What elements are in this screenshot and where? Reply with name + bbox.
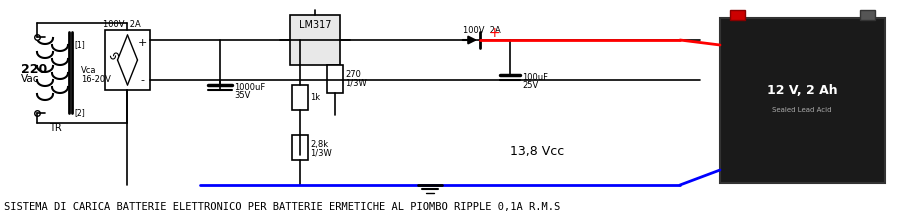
Text: 100V  2A: 100V 2A bbox=[103, 20, 141, 29]
Text: Vac: Vac bbox=[21, 74, 40, 84]
Text: +: + bbox=[137, 38, 146, 48]
Text: 2,8k: 2,8k bbox=[310, 140, 328, 149]
Bar bbox=[292, 85, 308, 110]
Text: Sealed Lead Acid: Sealed Lead Acid bbox=[772, 107, 832, 113]
Bar bbox=[292, 135, 308, 160]
Bar bbox=[730, 10, 745, 20]
Text: 1/3W: 1/3W bbox=[345, 78, 366, 87]
Text: [2]: [2] bbox=[74, 108, 84, 117]
Text: 13,8 Vcc: 13,8 Vcc bbox=[510, 145, 564, 158]
Text: SISTEMA DI CARICA BATTERIE ELETTRONICO PER BATTERIE ERMETICHE AL PIOMBO RIPPLE 0: SISTEMA DI CARICA BATTERIE ELETTRONICO P… bbox=[4, 202, 560, 212]
Text: 220: 220 bbox=[21, 63, 48, 76]
Text: TR: TR bbox=[48, 123, 61, 133]
Bar bbox=[720, 18, 885, 183]
Text: 1000uF: 1000uF bbox=[234, 83, 265, 92]
Text: 100V  2A: 100V 2A bbox=[463, 26, 501, 35]
Text: Vca: Vca bbox=[81, 66, 96, 75]
Text: [1]: [1] bbox=[74, 40, 84, 49]
Text: 25V: 25V bbox=[522, 81, 538, 90]
Text: 16-20V: 16-20V bbox=[81, 75, 110, 84]
Text: 1k: 1k bbox=[310, 93, 320, 102]
Bar bbox=[860, 10, 875, 20]
Text: 1/3W: 1/3W bbox=[310, 149, 331, 158]
Text: 12 V, 2 Ah: 12 V, 2 Ah bbox=[767, 84, 837, 97]
Text: -: - bbox=[140, 75, 144, 85]
Bar bbox=[327, 65, 343, 93]
Text: 270: 270 bbox=[345, 70, 361, 79]
Text: 100uF: 100uF bbox=[522, 73, 548, 82]
Text: 35V: 35V bbox=[234, 91, 251, 100]
Bar bbox=[290, 15, 340, 65]
Text: +: + bbox=[488, 26, 499, 40]
Text: LM317: LM317 bbox=[299, 20, 331, 30]
Bar bbox=[105, 30, 150, 90]
